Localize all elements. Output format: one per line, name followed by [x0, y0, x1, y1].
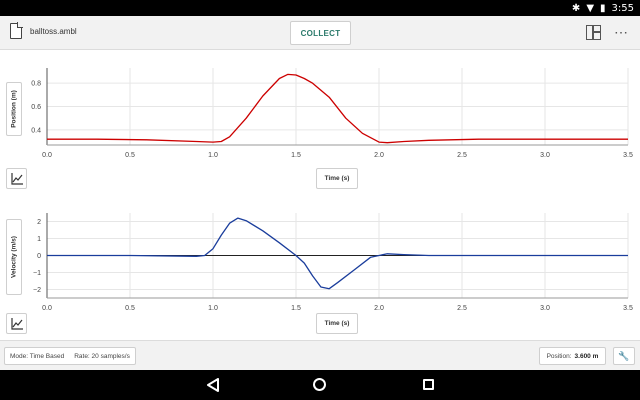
x-tick-label: 1.5 — [291, 305, 301, 312]
x-tick-label: 0.0 — [42, 152, 52, 159]
y-tick-label: 0.6 — [31, 104, 41, 111]
navigation-bar — [0, 370, 640, 400]
x-tick-label: 1.5 — [291, 152, 301, 159]
y-tick-label: 1 — [37, 236, 41, 243]
file-icon[interactable] — [10, 22, 23, 39]
y-tick-label: 2 — [37, 219, 41, 226]
graph-tools-button[interactable] — [6, 168, 27, 189]
recent-apps-icon[interactable] — [423, 379, 434, 390]
y-tick-label: −2 — [33, 287, 41, 294]
home-icon[interactable] — [313, 378, 326, 391]
more-options-icon[interactable]: ⋯ — [614, 24, 628, 40]
wrench-button[interactable]: 🔧 — [613, 347, 635, 365]
position-readout-value: 3.600 m — [574, 352, 599, 360]
back-icon[interactable] — [206, 378, 220, 392]
data-series-line — [47, 217, 628, 290]
position-readout[interactable]: Position: 3.600 m — [539, 347, 606, 365]
battery-icon: ▮ — [600, 2, 606, 14]
x-tick-label: 3.0 — [540, 305, 550, 312]
x-tick-label: 2.0 — [374, 152, 384, 159]
x-tick-label: 2.0 — [374, 305, 384, 312]
graph-tools-button[interactable] — [6, 313, 27, 334]
bottom-bar: Mode: Time Based Rate: 20 samples/s Posi… — [0, 340, 640, 370]
position-readout-label: Position: — [546, 352, 572, 360]
x-tick-label: 3.0 — [540, 152, 550, 159]
x-tick-label: 2.5 — [457, 305, 467, 312]
velocity-axis-label-button[interactable]: Velocity (m/s) — [6, 219, 22, 295]
x-tick-label: 0.5 — [125, 152, 135, 159]
wrench-icon: 🔧 — [618, 350, 630, 361]
file-name[interactable]: balltoss.ambl — [30, 27, 77, 36]
x-tick-label: 3.5 — [623, 305, 633, 312]
x-tick-label: 0.5 — [125, 305, 135, 312]
status-time: 3:55 — [611, 2, 634, 14]
y-tick-label: 0.4 — [31, 127, 41, 134]
collect-button[interactable]: COLLECT — [290, 21, 351, 45]
x-tick-label: 0.0 — [42, 305, 52, 312]
x-tick-label: 1.0 — [208, 305, 218, 312]
time-axis-label-button[interactable]: Time (s) — [316, 168, 358, 189]
position-plot[interactable]: 0.0 0.5 1.0 1.5 2.0 2.5 3.0 3.5 0.4 0.6 0.8 — [0, 50, 640, 195]
x-tick-label: 1.0 — [208, 152, 218, 159]
graph-tools-icon — [11, 173, 23, 185]
y-tick-label: 0.8 — [31, 81, 41, 88]
graph-tools-icon — [11, 318, 23, 330]
time-axis-label-button[interactable]: Time (s) — [316, 313, 358, 334]
toolbar: balltoss.ambl COLLECT ⋯ — [0, 16, 640, 50]
data-series-line — [47, 73, 628, 144]
y-tick-label: −1 — [33, 270, 41, 277]
mode-text: Mode: Time Based — [10, 352, 65, 360]
status-bar: ✱ ▼ ▮ 3:55 — [0, 0, 640, 16]
rate-text: Rate: 20 samples/s — [74, 352, 130, 360]
y-tick-label: 0 — [37, 253, 41, 260]
layout-icon[interactable] — [586, 25, 601, 40]
x-tick-label: 3.5 — [623, 152, 633, 159]
x-tick-label: 2.5 — [457, 152, 467, 159]
wifi-icon: ▼ — [586, 2, 595, 14]
velocity-graph[interactable]: Velocity (m/s) 0.0 0.5 1.0 1.5 2.0 2.5 3.0 3.5 2… — [0, 205, 640, 340]
position-axis-label-button[interactable]: Position (m) — [6, 82, 22, 136]
mode-rate-button[interactable]: Mode: Time Based Rate: 20 samples/s — [4, 347, 136, 365]
velocity-plot[interactable]: 0.0 0.5 1.0 1.5 2.0 2.5 3.0 3.5 2 1 0 −1 −2 — [0, 205, 640, 340]
bluetooth-icon: ✱ — [571, 2, 581, 14]
position-graph[interactable]: Position (m) 0.0 0.5 1.0 1.5 2.0 2.5 3.0 3.5 0.4… — [0, 50, 640, 195]
